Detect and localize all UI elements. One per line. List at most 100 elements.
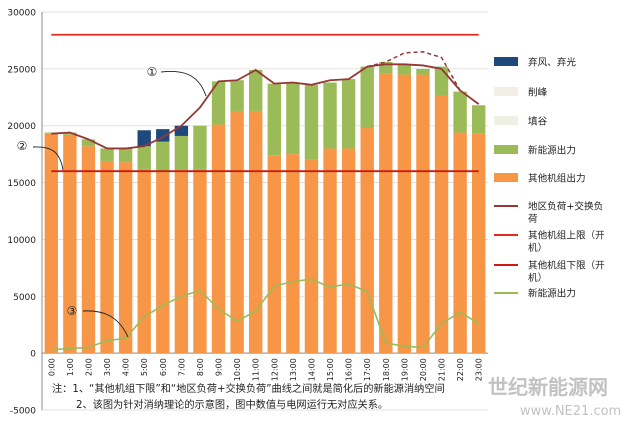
peak-dashed-line (367, 51, 461, 91)
x-tick-label: 0:00 (47, 358, 56, 376)
bar-segment (397, 64, 412, 75)
x-tick-label: 8:00 (196, 358, 205, 376)
x-tick-label: 13:00 (289, 358, 298, 381)
bar-segment (44, 133, 58, 354)
y-tick-label: 20000 (7, 122, 36, 132)
legend-label: 削峰 (528, 87, 548, 99)
bar-segment (360, 127, 374, 354)
legend-label-cont: 荷 (528, 214, 538, 225)
x-tick-label: 5:00 (140, 358, 149, 376)
x-tick-label: 3:00 (103, 358, 112, 376)
bar-segment (100, 148, 114, 161)
bar-segment (341, 79, 356, 149)
legend-label: 其他机组出力 (528, 173, 586, 185)
x-tick-label: 21:00 (438, 358, 447, 381)
x-tick-label: 2:00 (84, 358, 93, 376)
x-tick-label: 23:00 (475, 358, 484, 381)
bar-segment (323, 82, 337, 149)
y-tick-label: 5000 (13, 293, 36, 303)
bar-segment (360, 66, 374, 128)
bar-segment (249, 110, 263, 354)
bar-segment (434, 66, 449, 96)
legend-label: 填谷 (528, 116, 548, 128)
annotation-label: ① (147, 65, 158, 79)
bar-segment (379, 62, 393, 74)
bar-segment (286, 154, 300, 354)
bar-segment (230, 110, 244, 354)
bar-segment (118, 162, 133, 354)
bar-segment (267, 83, 281, 156)
y-tick-label: -5000 (10, 407, 36, 417)
bar-segment (100, 160, 114, 354)
bar-segment (63, 134, 77, 354)
legend-label: 地区负荷+交换负 (528, 201, 603, 213)
x-tick-label: 10:00 (233, 358, 242, 381)
x-tick-label: 14:00 (307, 358, 316, 381)
legend-swatch (494, 173, 518, 182)
bar-segment (118, 148, 133, 163)
legend-label-cont: 机） (528, 242, 547, 254)
legend-label: 新能源出力 (528, 288, 576, 300)
bar-segment (137, 146, 151, 169)
y-tick-label: 10000 (7, 236, 36, 246)
annotation-leader (32, 146, 64, 171)
bar-segment (193, 125, 207, 169)
bar-segment (379, 73, 393, 354)
y-tick-label: 25000 (7, 65, 36, 75)
bar-segment (472, 133, 486, 354)
bar-segment (137, 130, 151, 147)
legend-swatch (494, 87, 518, 96)
series-line (51, 278, 480, 351)
watermark-title: 世纪新能源网 (488, 375, 608, 399)
annotation-label: ② (17, 139, 28, 153)
footnote-line-1: 注：1、“其他机组下限”和“地区负荷+交换负荷”曲线之间就是简化后的新能源消纳空… (52, 382, 445, 395)
x-tick-label: 1:00 (66, 358, 75, 376)
legend-swatch (494, 116, 518, 125)
bar-segment (472, 105, 486, 134)
bar-segment (453, 132, 467, 354)
x-tick-label: 12:00 (270, 358, 279, 381)
x-tick-label: 18:00 (382, 358, 391, 381)
bar-segment (174, 125, 189, 136)
bar-segment (63, 132, 77, 135)
bar-segment (174, 135, 189, 171)
x-tick-label: 20:00 (419, 358, 428, 381)
y-tick-label: 30000 (7, 9, 36, 19)
series-line (51, 63, 480, 150)
bar-segment (286, 82, 300, 155)
legend-label: 新能源出力 (528, 145, 576, 157)
bar-segment (230, 80, 244, 111)
legend-label: 其他机组上限（开 (528, 230, 605, 242)
bar-segment (156, 141, 170, 172)
watermark-url: www.NE21.com (520, 404, 621, 419)
bar-segment (453, 91, 467, 133)
bar-segment (304, 159, 319, 354)
legend-swatch (494, 57, 518, 66)
legend-swatch (494, 145, 518, 154)
bar-segment (416, 68, 430, 75)
bar-segment (81, 139, 96, 147)
bar-segment (249, 69, 263, 111)
bar-segment (81, 146, 96, 354)
bar-segment (416, 74, 430, 354)
bar-segment (156, 171, 170, 354)
annotation-leader (160, 71, 207, 97)
bar-segment (193, 168, 207, 354)
x-tick-label: 22:00 (456, 358, 465, 381)
footnote-line-2: 2、该图为针对消纳理论的示意图，图中数值与电网运行无对应关系。 (76, 398, 388, 411)
x-tick-label: 11:00 (252, 358, 261, 381)
bar-segment (434, 95, 449, 354)
legend-label: 其他机组下限（开 (528, 260, 605, 272)
x-tick-label: 17:00 (363, 358, 372, 381)
x-tick-label: 6:00 (159, 358, 168, 376)
bar-segment (267, 155, 281, 354)
bar-segment (341, 148, 356, 354)
x-tick-label: 19:00 (400, 358, 409, 381)
x-tick-label: 4:00 (122, 358, 131, 376)
x-tick-label: 9:00 (215, 358, 224, 376)
bar-segment (304, 84, 319, 160)
legend-label-cont: 机） (528, 272, 547, 284)
bar-segment (397, 74, 412, 354)
